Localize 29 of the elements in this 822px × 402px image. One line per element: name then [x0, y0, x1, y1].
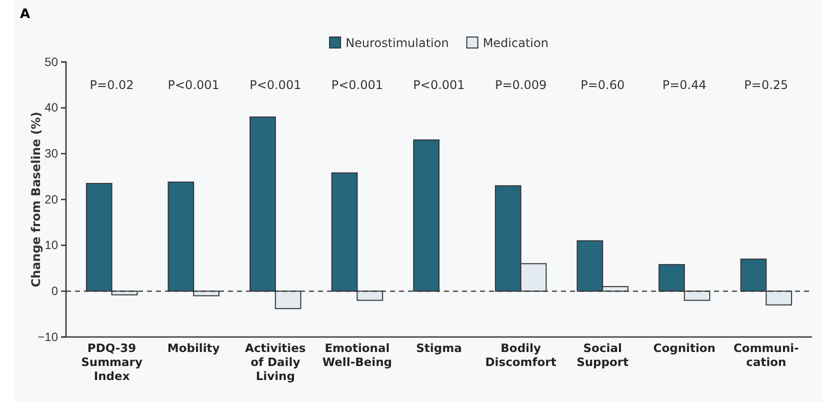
y-axis-title: Change from Baseline (%) — [29, 112, 43, 288]
x-tick-label: Cognition — [653, 341, 716, 355]
annotation: P=0.25 — [744, 78, 788, 92]
x-tick-label: Stigma — [416, 341, 462, 355]
annotation: P<0.001 — [331, 78, 384, 92]
x-tick-label: Activities of Daily Living — [245, 341, 306, 383]
y-tick-label: 20 — [44, 192, 58, 206]
x-tick-label: Mobility — [167, 341, 220, 355]
y-tick-label: 50 — [44, 54, 58, 69]
annotation: P<0.001 — [413, 78, 465, 92]
chart-title: A — [20, 7, 30, 22]
y-tick-label: 10 — [44, 238, 58, 252]
y-tick-label: 40 — [44, 100, 58, 115]
y-tick-label: 0 — [51, 284, 58, 298]
annotation: P=0.60 — [580, 78, 625, 92]
x-tick-label: Emotional Well-Being — [322, 341, 392, 369]
legend-label: Medication — [482, 36, 548, 50]
legend-label: Neurostimulation — [346, 36, 449, 50]
x-tick-label: Bodily Discomfort — [485, 341, 557, 369]
y-tick-label: −10 — [38, 330, 58, 344]
annotation: P=0.02 — [90, 78, 134, 92]
annotation: P=0.44 — [662, 78, 706, 92]
annotation: P<0.001 — [250, 78, 302, 92]
x-tick-label: Social Support — [576, 341, 630, 369]
y-tick-label: 30 — [44, 146, 58, 161]
annotation: P=0.009 — [494, 78, 547, 92]
annotation: P<0.001 — [168, 78, 220, 92]
x-tick-label: Communi- cation — [733, 341, 800, 369]
x-tick-label: PDQ-39 Summary Index — [81, 341, 143, 383]
